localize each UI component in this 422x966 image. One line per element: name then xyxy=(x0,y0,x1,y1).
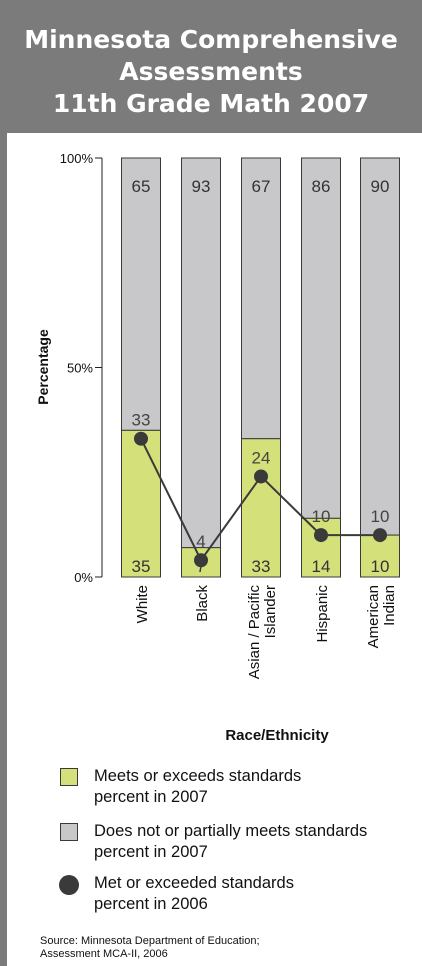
stacked-bar-chart: 0%50%100%Percentage653593767338614901033… xyxy=(35,151,400,744)
legend-label-not-meets-line-1: Does not or partially meets standards xyxy=(94,822,368,840)
legend-label-meets-line-2: percent in 2007 xyxy=(94,788,208,806)
category-label: Indian xyxy=(381,585,398,626)
legend-dot-2006 xyxy=(59,875,79,895)
category-label: Asian / Pacific xyxy=(246,585,263,680)
legend-label-not-meets: Does not or partially meets standards pe… xyxy=(94,821,394,863)
data-label-meets: 14 xyxy=(312,557,331,576)
bar-meets xyxy=(241,438,281,578)
legend-swatch-meets xyxy=(60,768,78,786)
legend-label-meets: Meets or exceeds standards percent in 20… xyxy=(94,766,394,808)
point-2006 xyxy=(194,553,208,568)
source-line-2: Assessment MCA-II, 2006 xyxy=(40,948,168,960)
x-axis-label: Race/Ethnicity xyxy=(225,727,329,744)
title-line-2: Assessments xyxy=(119,57,303,86)
bar-not-meets xyxy=(301,157,341,519)
bar-not-meets xyxy=(181,157,221,549)
legend-label-2006-line-2: percent in 2006 xyxy=(94,895,208,913)
data-label-meets: 33 xyxy=(252,557,271,576)
data-label-not-meets: 65 xyxy=(132,177,151,196)
category-label: Islander xyxy=(262,585,279,638)
data-label-not-meets: 86 xyxy=(312,177,331,196)
category-label: Hispanic xyxy=(314,585,331,643)
point-2006 xyxy=(314,528,328,543)
legend-label-not-meets-line-2: percent in 2007 xyxy=(94,843,208,861)
point-2006 xyxy=(254,469,268,484)
data-label-2006: 33 xyxy=(132,411,151,430)
category-label: American xyxy=(365,585,382,648)
bar-meets xyxy=(121,429,161,578)
legend-label-2006-line-1: Met or exceeded standards xyxy=(94,874,294,892)
legend-label-2006: Met or exceeded standards percent in 200… xyxy=(94,873,394,915)
data-label-2006: 24 xyxy=(252,448,271,467)
data-label-not-meets: 93 xyxy=(192,177,211,196)
title-banner: Minnesota Comprehensive Assessments 11th… xyxy=(0,0,422,133)
bar-not-meets xyxy=(241,157,281,440)
data-label-2006: 4 xyxy=(196,532,205,551)
y-axis-label: Percentage xyxy=(35,329,51,405)
data-label-2006: 10 xyxy=(312,507,331,526)
data-label-meets: 10 xyxy=(371,557,390,576)
data-label-not-meets: 90 xyxy=(371,177,390,196)
title-line-1: Minnesota Comprehensive xyxy=(24,25,398,54)
legend-swatch-not-meets xyxy=(60,823,78,841)
category-label: Black xyxy=(194,585,211,622)
point-2006 xyxy=(134,431,148,446)
legend-label-meets-line-1: Meets or exceeds standards xyxy=(94,767,302,785)
y-tick-label: 50% xyxy=(67,361,93,376)
category-label: White xyxy=(134,585,151,623)
bar-not-meets xyxy=(360,157,400,536)
title-line-3: 11th Grade Math 2007 xyxy=(52,89,370,118)
data-label-meets: 35 xyxy=(132,557,151,576)
data-label-2006: 10 xyxy=(371,507,390,526)
source-line-1: Source: Minnesota Department of Educatio… xyxy=(40,935,260,947)
point-2006 xyxy=(373,528,387,543)
data-label-not-meets: 67 xyxy=(252,177,271,196)
bar-not-meets xyxy=(121,157,161,431)
y-tick-label: 0% xyxy=(74,570,93,585)
y-tick-label: 100% xyxy=(60,151,94,166)
left-border xyxy=(0,133,7,966)
